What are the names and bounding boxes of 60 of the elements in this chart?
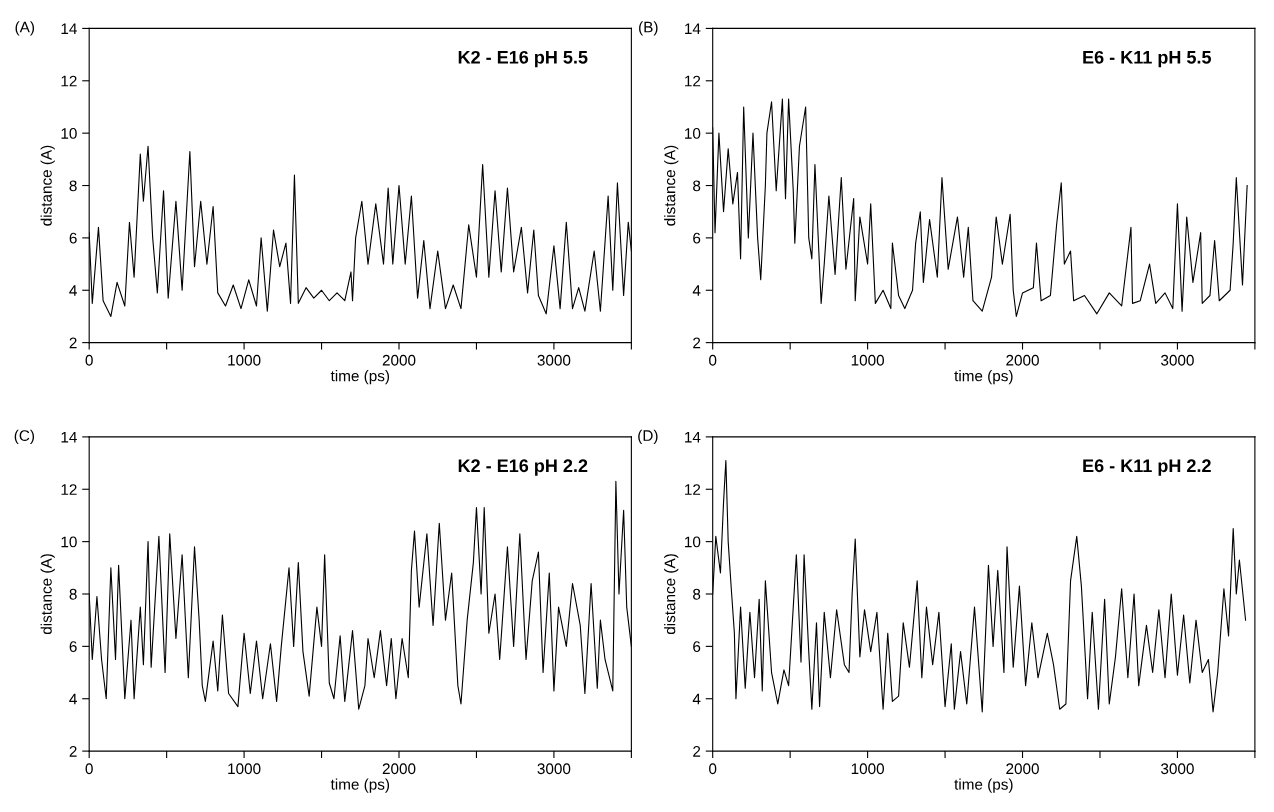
text: (D) xyxy=(638,429,658,445)
y-tick-label: 8 xyxy=(693,588,701,600)
x-tick-label: 3000 xyxy=(537,354,571,366)
y-tick-label: 4 xyxy=(692,693,701,705)
x-tick-label: 1000 xyxy=(228,763,261,775)
y-tick-label: 14 xyxy=(61,431,77,443)
y-axis-title: distance (A) xyxy=(664,554,679,635)
x-axis-title: time (ps) xyxy=(330,778,390,793)
y-tick-label: 4 xyxy=(69,693,77,705)
x-tick-label: 2000 xyxy=(1006,763,1039,775)
x-tick-label: 1000 xyxy=(851,763,885,775)
x-tick-label: 2000 xyxy=(382,354,416,366)
y-tick-label: 2 xyxy=(693,745,701,757)
x-tick-label: 0 xyxy=(85,354,93,366)
x-tick-label: 2000 xyxy=(1006,354,1039,366)
y-tick-label: 6 xyxy=(69,641,77,653)
y-tick-label: 12 xyxy=(61,75,77,87)
y-axis-title: distance (A) xyxy=(40,145,55,226)
text: K2 - E16 pH 2.2 xyxy=(458,459,588,476)
y-tick-label: 12 xyxy=(685,75,701,87)
y-tick-label: 2 xyxy=(693,337,701,349)
x-tick-label: 0 xyxy=(709,354,717,366)
y-tick-label: 4 xyxy=(69,285,77,296)
y-tick-label: 2 xyxy=(69,745,77,757)
y-tick-label: 4 xyxy=(692,285,701,296)
x-axis-title: time (ps) xyxy=(954,370,1013,385)
x-axis-title: time (ps) xyxy=(954,778,1013,793)
x-tick-label: 0 xyxy=(85,763,93,775)
x-axis-title: time (ps) xyxy=(330,370,390,385)
x-tick-label: 0 xyxy=(709,763,717,775)
x-tick-label: 1000 xyxy=(228,354,261,366)
x-tick-label: 3000 xyxy=(537,763,571,775)
y-axis-title: distance (A) xyxy=(40,554,55,635)
y-tick-label: 6 xyxy=(693,641,701,653)
y-tick-label: 10 xyxy=(61,128,77,139)
text: (A) xyxy=(15,21,35,36)
y-tick-label: 8 xyxy=(69,180,77,192)
y-tick-label: 8 xyxy=(69,588,77,600)
y-tick-label: 8 xyxy=(693,180,701,192)
x-tick-label: 3000 xyxy=(1161,763,1194,775)
text: E6 - K11 pH 5.5 xyxy=(1083,50,1212,68)
y-tick-label: 10 xyxy=(685,536,701,548)
y-tick-label: 10 xyxy=(685,128,701,139)
x-tick-label: 2000 xyxy=(382,763,416,775)
x-tick-label: 3000 xyxy=(1161,354,1194,366)
text: E6 - K11 pH 2.2 xyxy=(1083,459,1211,476)
y-tick-label: 14 xyxy=(61,23,77,34)
y-tick-label: 12 xyxy=(685,484,701,495)
y-tick-label: 6 xyxy=(693,232,701,244)
y-tick-label: 6 xyxy=(69,232,77,244)
y-tick-label: 14 xyxy=(685,431,701,443)
text: (B) xyxy=(639,21,658,36)
y-tick-label: 10 xyxy=(61,536,77,548)
y-axis-title: distance (A) xyxy=(664,145,679,226)
text: (C) xyxy=(14,429,35,445)
y-tick-label: 2 xyxy=(69,337,77,349)
y-tick-label: 14 xyxy=(685,23,701,34)
text: K2 - E16 pH 5.5 xyxy=(458,50,588,68)
x-tick-label: 1000 xyxy=(851,354,885,366)
y-tick-label: 12 xyxy=(61,484,77,495)
